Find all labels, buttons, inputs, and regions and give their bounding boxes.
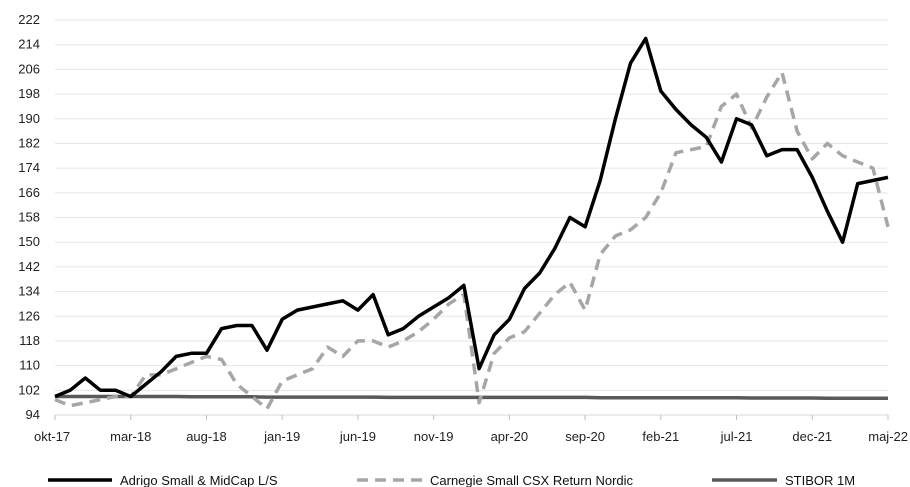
y-tick-label: 182 xyxy=(18,135,40,150)
y-tick-label: 214 xyxy=(18,37,40,52)
x-tick-label: mar-18 xyxy=(110,429,151,444)
y-tick-label: 206 xyxy=(18,61,40,76)
y-tick-label: 174 xyxy=(18,160,40,175)
x-tick-label: nov-19 xyxy=(414,429,454,444)
y-tick-label: 150 xyxy=(18,234,40,249)
y-tick-label: 118 xyxy=(19,333,40,348)
x-tick-label: jun-19 xyxy=(339,429,376,444)
legend-label-1: Carnegie Small CSX Return Nordic xyxy=(430,473,634,487)
series-line-0 xyxy=(54,36,889,399)
y-tick-label: 110 xyxy=(19,358,40,373)
x-tick-label: feb-21 xyxy=(642,429,679,444)
y-tick-label: 158 xyxy=(18,210,40,225)
y-tick-label: 166 xyxy=(18,185,40,200)
series-line-1 xyxy=(54,70,890,411)
y-axis: 94 102 110 118 126 134 142 150 158 166 174 182 190 19… xyxy=(18,12,40,422)
x-tick-label: jan-19 xyxy=(263,429,300,444)
legend-label-2: STIBOR 1M xyxy=(785,473,855,487)
x-tick-label: sep-20 xyxy=(565,429,605,444)
x-tick-label: okt-17 xyxy=(34,429,70,444)
y-tick-label: 102 xyxy=(18,382,40,397)
series-line-2 xyxy=(55,394,888,401)
x-tick-label: apr-20 xyxy=(491,429,529,444)
y-tick-label: 126 xyxy=(18,308,40,323)
x-tick-label: jul-21 xyxy=(720,429,753,444)
x-tick-label: dec-21 xyxy=(792,429,832,444)
x-tick-label: aug-18 xyxy=(186,429,226,444)
series-lines xyxy=(54,36,890,411)
y-tick-label: 190 xyxy=(18,111,40,126)
y-tick-label: 142 xyxy=(18,259,40,274)
legend: Adrigo Small & MidCap L/S Carnegie Small … xyxy=(48,473,855,487)
y-tick-label: 134 xyxy=(18,284,40,299)
gridlines xyxy=(55,19,888,416)
x-tick-label: maj-22 xyxy=(868,429,908,444)
y-tick-label: 222 xyxy=(18,12,40,27)
legend-label-0: Adrigo Small & MidCap L/S xyxy=(120,473,278,487)
x-axis: okt-17 mar-18 aug-18 jan-19 jun-19 nov-19 apr-… xyxy=(34,414,908,444)
y-tick-label: 94 xyxy=(26,407,40,422)
y-tick-label: 198 xyxy=(18,86,40,101)
